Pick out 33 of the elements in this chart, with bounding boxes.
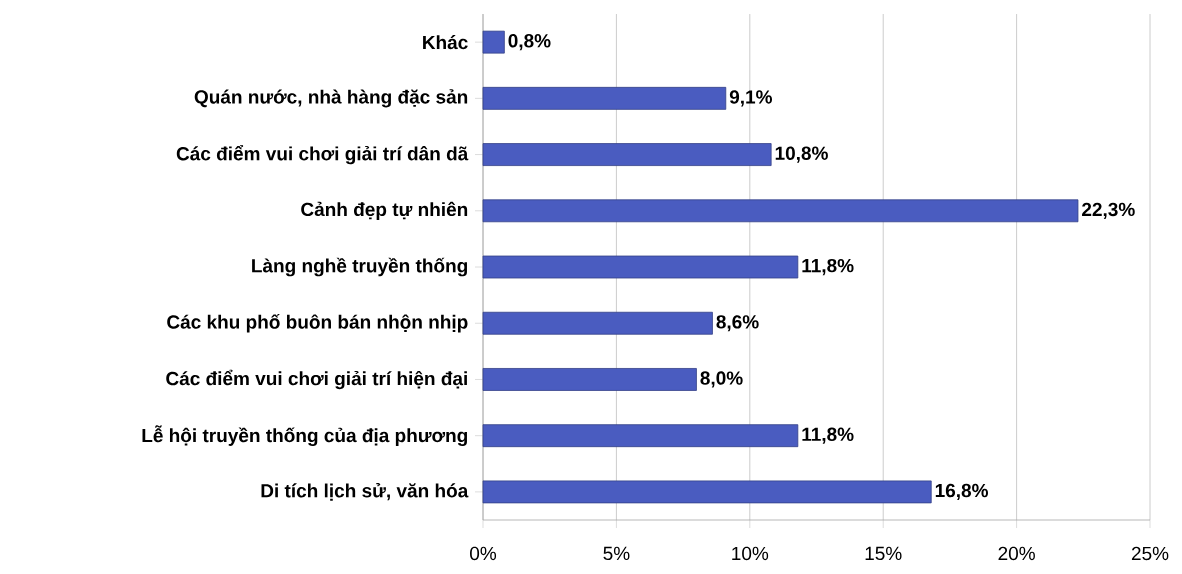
y-tick-label: Các điểm vui chơi giải trí dân dã (176, 144, 469, 165)
bar (482, 424, 799, 448)
x-tick-label: 20% (998, 546, 1035, 561)
y-tick-label: Lễ hội truyền thống của địa phương (142, 425, 468, 447)
data-label: 9,1% (729, 90, 773, 107)
x-tick-label: 15% (865, 546, 902, 561)
x-tick-label: 25% (1131, 546, 1169, 561)
x-tick-label: 0% (470, 546, 497, 561)
data-label: 8,0% (700, 371, 743, 388)
bar (482, 30, 505, 54)
y-tick-label: Di tích lịch sử, văn hóa (261, 483, 469, 501)
bar (482, 311, 713, 335)
bar (482, 480, 932, 504)
bar (482, 143, 772, 166)
bar (482, 86, 727, 110)
y-tick-label: Các điểm vui chơi giải trí hiện đại (166, 369, 467, 390)
data-label: 8,6% (716, 315, 759, 332)
y-tick-label: Làng nghề truyền thống (252, 257, 468, 277)
bar (482, 368, 697, 391)
x-tick-label: 10% (732, 546, 769, 561)
y-tick-label: Cảnh đẹp tự nhiên (301, 201, 468, 220)
y-tick-label: Khác (423, 35, 468, 50)
y-tick-label: Quán nước, nhà hàng đặc sản (194, 89, 468, 108)
data-label: 10,8% (775, 146, 828, 163)
y-tick-label: Các khu phố buôn bán nhộn nhịp (167, 313, 468, 333)
x-tick-label: 5% (603, 546, 630, 561)
data-label: 16,8% (935, 483, 989, 501)
data-label: 11,8% (802, 258, 854, 276)
bar (482, 255, 799, 279)
data-label: 11,8% (802, 427, 854, 444)
data-label: 0,8% (508, 34, 551, 51)
bar (482, 199, 1079, 223)
data-label: 22,3% (1082, 202, 1135, 219)
